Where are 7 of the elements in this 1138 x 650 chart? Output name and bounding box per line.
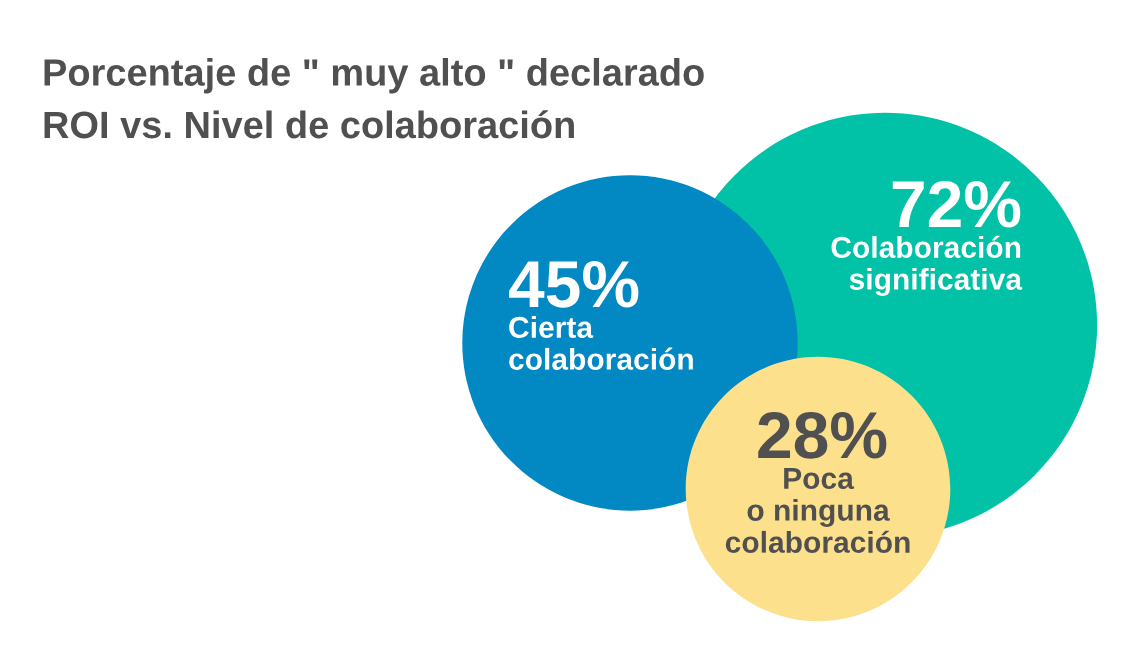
data-label: 28%: [758, 411, 887, 459]
category-label: Cierta colaboración: [509, 316, 693, 370]
text: Porcentaje de " muy alto " declarado ROI vs. Nivel de colaboración: [44, 58, 704, 139]
category-label: Colaboración significativa: [831, 235, 1023, 296]
data-label: 72%: [892, 180, 1021, 228]
data-label: 45%: [509, 261, 639, 308]
category-label: Poca o ninguna colaboración: [725, 468, 910, 553]
